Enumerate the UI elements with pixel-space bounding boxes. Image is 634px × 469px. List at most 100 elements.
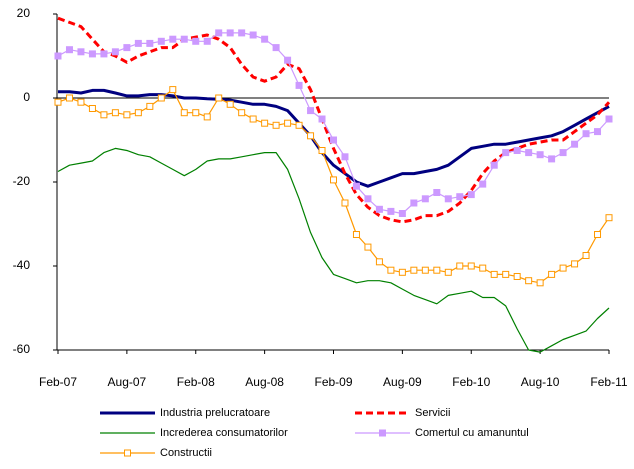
point-marker (249, 31, 257, 39)
point-marker (398, 210, 406, 217)
point-marker (559, 149, 567, 157)
point-marker (203, 37, 211, 45)
point-marker (605, 115, 613, 123)
point-marker (364, 243, 372, 251)
point-marker (261, 35, 269, 43)
series-line (57, 16, 611, 224)
point-marker (456, 262, 464, 270)
point-marker (77, 98, 85, 106)
y-tick-label: -20 (13, 174, 31, 188)
point-marker (284, 56, 292, 64)
legend-label: Comertul cu amanuntul (415, 427, 529, 439)
series-line (57, 147, 610, 353)
x-tick-label: Feb-11 (590, 375, 627, 389)
point-marker (571, 140, 579, 148)
point-marker (421, 195, 429, 203)
point-marker (513, 273, 521, 280)
point-marker (433, 189, 441, 196)
point-marker (330, 176, 337, 184)
point-marker (341, 153, 349, 161)
point-marker (146, 102, 154, 110)
point-marker (582, 130, 590, 138)
point-marker (364, 195, 372, 203)
y-tick-label: 0 (23, 90, 30, 104)
legend-label: Constructii (160, 447, 212, 459)
point-marker (215, 29, 223, 37)
point-marker (433, 266, 441, 274)
point-marker (605, 214, 613, 222)
point-marker (330, 136, 337, 144)
point-marker (65, 94, 73, 102)
point-marker (238, 29, 246, 37)
point-marker (215, 94, 223, 102)
legend-marker (124, 449, 131, 457)
point-marker (180, 109, 188, 117)
point-marker (525, 277, 533, 285)
point-marker (169, 86, 177, 94)
legend-label: Increderea consumatorilor (160, 427, 288, 439)
point-marker (249, 115, 257, 123)
point-marker (375, 258, 383, 266)
point-marker (134, 109, 142, 117)
point-marker (88, 50, 96, 58)
point-marker (456, 193, 464, 201)
point-marker (594, 231, 602, 238)
point-marker (180, 35, 188, 43)
point-marker (295, 81, 303, 89)
y-tick-label: -40 (13, 258, 31, 272)
point-marker (65, 46, 73, 54)
point-marker (444, 195, 452, 203)
y-tick-label: 20 (17, 6, 31, 20)
x-tick-label: Aug-09 (383, 375, 422, 389)
point-marker (502, 149, 510, 157)
point-marker (134, 39, 142, 47)
legend-label: Servicii (415, 407, 450, 419)
point-marker (375, 205, 383, 213)
point-marker (192, 109, 200, 117)
x-tick-label: Feb-08 (177, 375, 215, 389)
x-tick-label: Feb-09 (314, 375, 352, 389)
point-marker (479, 264, 487, 272)
point-marker (536, 151, 544, 159)
point-marker (352, 182, 360, 190)
point-marker (307, 107, 315, 115)
point-marker (261, 119, 269, 127)
point-marker (387, 207, 395, 215)
series-line (57, 32, 610, 215)
point-marker (467, 191, 475, 199)
point-marker (490, 161, 498, 169)
point-marker (226, 100, 234, 108)
y-tick-label: -60 (13, 342, 31, 356)
x-tick-label: Aug-07 (108, 375, 147, 389)
point-marker (387, 266, 395, 274)
x-tick-label: Aug-08 (245, 375, 284, 389)
point-marker (525, 149, 533, 157)
point-marker (169, 35, 177, 43)
point-marker (421, 266, 429, 274)
point-marker (479, 180, 487, 188)
point-marker (548, 270, 556, 278)
point-marker (444, 268, 452, 276)
point-marker (272, 44, 280, 52)
point-marker (226, 29, 234, 37)
point-marker (203, 113, 211, 121)
series-line (57, 89, 610, 284)
point-marker (513, 147, 521, 154)
point-marker (100, 111, 108, 119)
point-marker (594, 128, 602, 136)
point-marker (111, 48, 119, 56)
point-marker (146, 39, 154, 47)
point-marker (192, 37, 200, 45)
point-marker (238, 109, 246, 117)
x-tick-label: Aug-10 (521, 375, 560, 389)
point-marker (54, 52, 62, 60)
point-marker (157, 94, 165, 102)
point-marker (502, 270, 510, 278)
point-marker (352, 231, 360, 238)
point-marker (548, 155, 556, 163)
point-marker (88, 105, 96, 112)
point-marker (307, 132, 315, 140)
legend-marker (379, 429, 386, 437)
legend-label: Industria prelucratoare (160, 407, 270, 419)
